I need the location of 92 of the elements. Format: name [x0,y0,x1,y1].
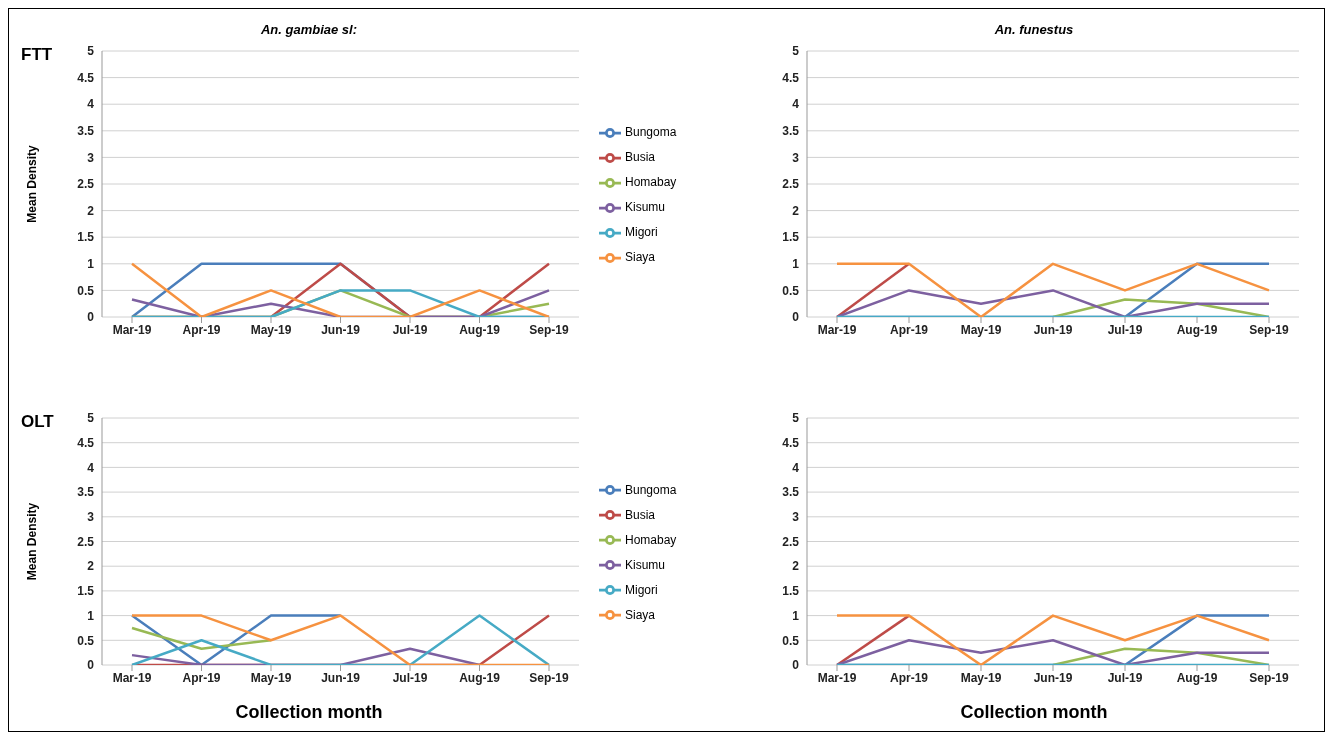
legend-label: Bungoma [625,125,677,139]
y-tick-label: 4.5 [77,70,95,85]
legend-label: Siaya [625,607,656,622]
y-tick-label: 0 [792,658,800,673]
x-tick-label: Apr-19 [889,670,929,685]
x-axis-title: Collection month [959,701,1109,724]
y-tick-label: 5 [87,44,95,59]
x-tick-label: Mar-19 [112,670,152,685]
x-tick-label: Jul-19 [1107,670,1143,685]
text: FTT [21,45,53,65]
y-tick-label: 1.5 [782,230,800,245]
y-tick-label: 2 [87,203,95,218]
x-tick-label: Jul-19 [392,322,428,337]
y-tick-label: 1.5 [77,584,95,599]
y-tick-label: 3 [87,510,95,525]
y-tick-label: 2 [87,559,95,574]
y-tick-label: 2.5 [77,177,95,192]
y-tick-label: 3 [792,150,800,165]
y-tick-label: 3 [87,150,95,165]
chart-title: An. gambiae sl: [259,21,359,39]
y-tick-label: 0.5 [77,283,95,298]
y-tick-label: 4.5 [782,70,800,85]
x-tick-label: Aug-19 [1176,670,1218,685]
y-tick-label: 5 [87,411,95,426]
x-axis-title: Collection month [234,701,384,724]
y-tick-label: 4.5 [782,435,800,450]
x-tick-label: Mar-19 [817,670,857,685]
x-tick-label: Sep-19 [1249,322,1289,337]
y-tick-label: 3.5 [77,485,95,500]
legend-label: Busia [625,507,656,522]
y-tick-label: 3 [792,510,800,525]
y-tick-label: 4 [792,460,800,475]
x-tick-label: Aug-19 [1176,322,1218,337]
legend-label: Siaya [625,250,656,264]
legend-label: Homabay [625,175,677,189]
y-axis-title: Mean Density [25,502,40,581]
x-tick-label: Sep-19 [1249,670,1289,685]
x-tick-label: Jun-19 [1033,322,1073,337]
y-tick-label: 1 [792,608,800,623]
legend-label: Kisumu [625,200,666,214]
y-axis-title: Mean Density [25,145,40,223]
y-tick-label: 1.5 [77,230,95,245]
y-tick-label: 4.5 [77,435,95,450]
y-tick-label: 3.5 [782,485,800,500]
y-tick-label: 2.5 [782,177,800,192]
x-tick-label: Jul-19 [392,670,428,685]
y-tick-label: 3.5 [782,124,800,139]
y-tick-label: 0.5 [782,283,800,298]
y-tick-label: 1.5 [782,584,800,599]
legend-label: Migori [625,582,658,597]
y-tick-label: 5 [792,44,800,59]
x-tick-label: May-19 [250,670,292,685]
x-tick-label: Jun-19 [321,670,361,685]
x-tick-label: Aug-19 [459,322,501,337]
y-tick-label: 4 [87,97,95,112]
legend-label: Migori [625,225,658,239]
y-tick-label: 3.5 [77,124,95,139]
legend-label: Bungoma [625,482,677,497]
y-tick-label: 1 [792,257,800,272]
y-tick-label: 2.5 [77,534,95,549]
y-tick-label: 2 [792,559,800,574]
x-tick-label: May-19 [960,322,1002,337]
x-tick-label: Apr-19 [889,322,929,337]
text: OLT [21,412,54,432]
chart-title: An. funestus [993,21,1075,39]
x-tick-label: Jul-19 [1107,322,1143,337]
y-tick-label: 1 [87,608,95,623]
x-tick-label: May-19 [250,322,292,337]
x-tick-label: Jun-19 [321,322,361,337]
x-tick-label: Apr-19 [182,670,221,685]
x-tick-label: Apr-19 [182,322,221,337]
y-tick-label: 1 [87,257,95,272]
x-tick-label: Mar-19 [817,322,857,337]
y-tick-label: 0 [87,310,95,325]
legend-label: Homabay [625,532,677,547]
legend-label: Kisumu [625,557,666,572]
y-tick-label: 4 [792,97,800,112]
x-tick-label: Sep-19 [529,322,569,337]
y-tick-label: 4 [87,460,95,475]
x-tick-label: Aug-19 [459,670,501,685]
y-tick-label: 5 [792,411,800,426]
y-tick-label: 0.5 [77,633,95,648]
x-tick-label: Jun-19 [1033,670,1073,685]
legend-label: Busia [625,150,656,164]
y-tick-label: 0 [87,658,95,673]
y-tick-label: 0.5 [782,633,800,648]
y-tick-label: 2.5 [782,534,800,549]
x-tick-label: Sep-19 [529,670,569,685]
x-tick-label: May-19 [960,670,1002,685]
x-tick-label: Mar-19 [112,322,152,337]
y-tick-label: 0 [792,310,800,325]
y-tick-label: 2 [792,203,800,218]
